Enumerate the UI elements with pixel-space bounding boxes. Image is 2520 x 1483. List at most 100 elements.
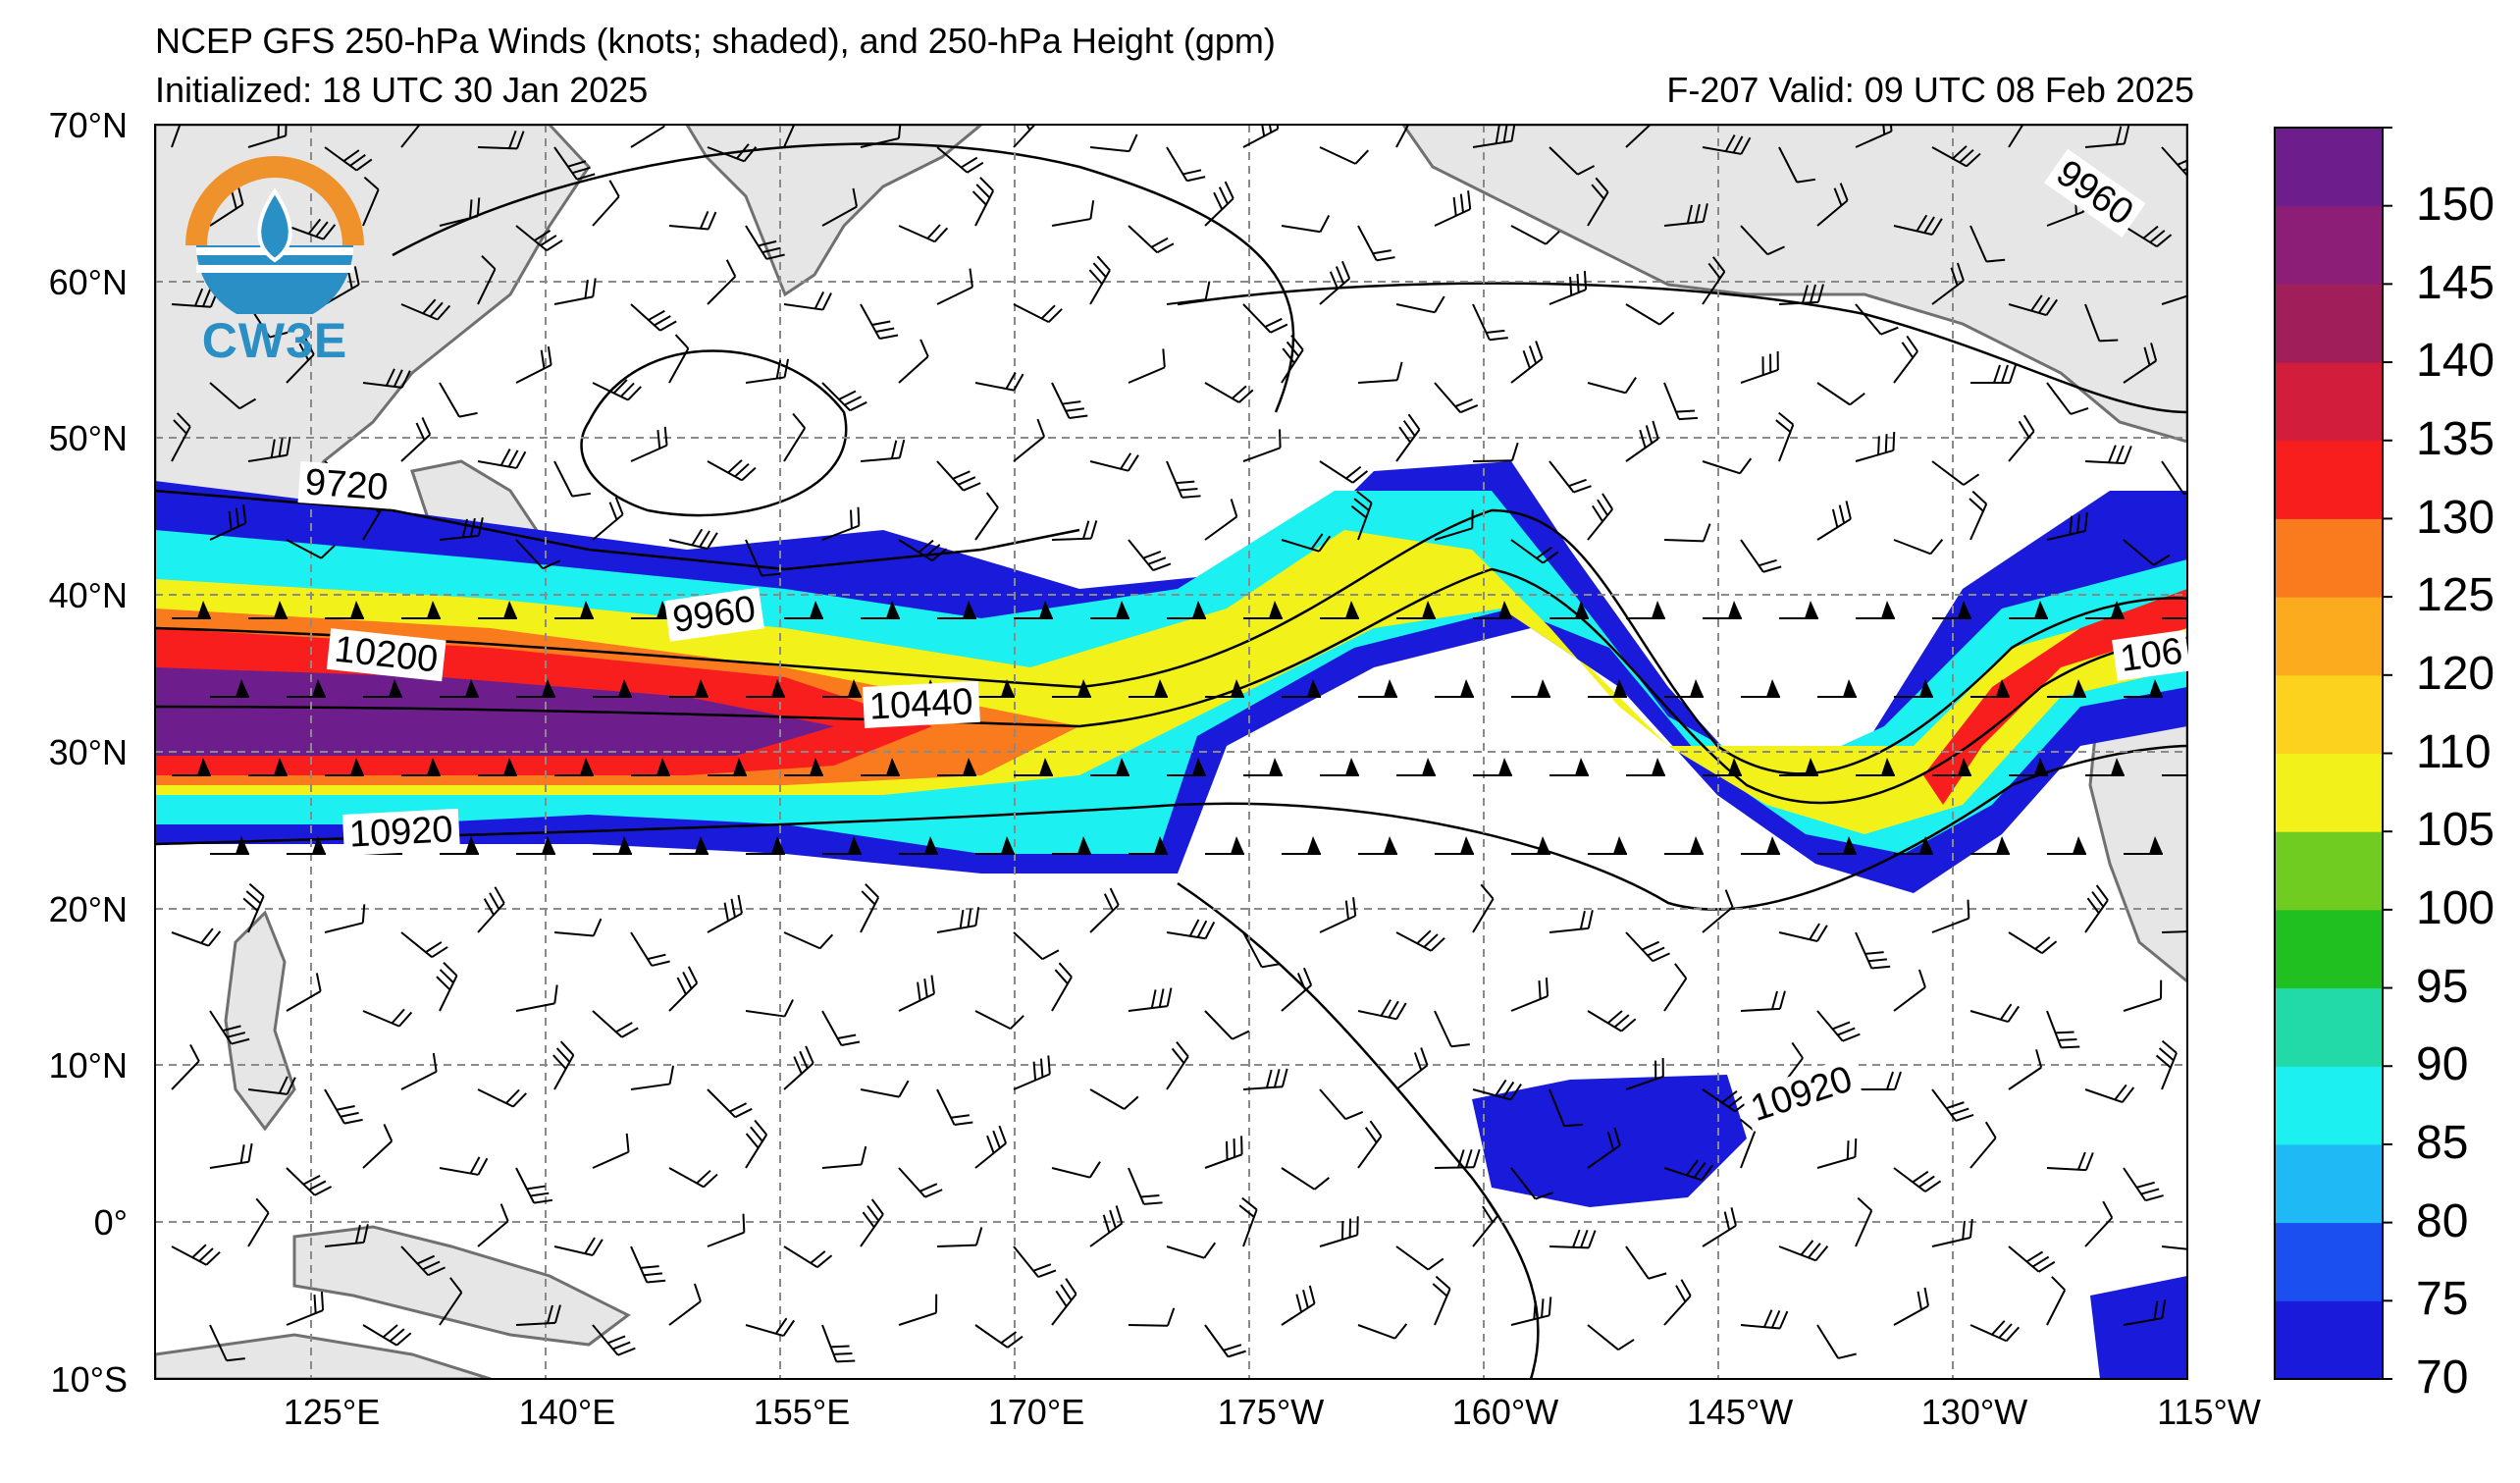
colorbar-swatch (2275, 674, 2383, 754)
wind-barb (1702, 1207, 1737, 1247)
wind-barb (1816, 1138, 1858, 1169)
wind-barb (707, 459, 757, 482)
wind-barb (1664, 836, 1704, 855)
wind-barb (1626, 601, 1665, 619)
wind-barb (515, 225, 563, 252)
wind-barb (1894, 836, 1933, 855)
wind-speed-colorbar (2274, 127, 2392, 1380)
wind-barb (593, 679, 632, 698)
wind-barb (1779, 601, 1818, 619)
wind-barb (1013, 125, 1042, 148)
wind-barb (247, 1197, 270, 1247)
contour-label-9720: 9720 (297, 461, 395, 509)
lat-label-20n: 20°N (48, 889, 128, 929)
colorbar-swatch (2275, 1066, 2383, 1145)
wind-barb (1969, 490, 1988, 541)
lat-label-40n: 40°N (48, 575, 128, 615)
wind-barb (515, 984, 558, 1012)
wind-barb (1779, 758, 1818, 776)
wind-barb (1282, 679, 1321, 698)
wind-barb (171, 412, 191, 462)
wind-barb (1472, 1079, 1522, 1101)
cw3e-logo: CW3E (177, 137, 373, 373)
wind-barb (2124, 679, 2163, 698)
wind-barb (2123, 1167, 2164, 1202)
southeast-band-70 (2090, 1276, 2187, 1379)
wind-barb (2085, 601, 2125, 619)
wind-barb (1166, 1242, 1217, 1259)
australia-landmass (155, 1333, 492, 1379)
wind-barb (477, 449, 527, 469)
wind-barb (1625, 1057, 1664, 1090)
wind-barb (1932, 758, 1971, 776)
wind-barb (440, 679, 479, 698)
wind-barb (1434, 382, 1479, 414)
lon-label-140e: 140°E (518, 1392, 616, 1432)
wind-barb (1775, 411, 1795, 462)
colorbar-swatch (2275, 205, 2383, 285)
colorbar-label-125: 125 (2416, 569, 2495, 621)
wind-barb (1013, 418, 1046, 462)
colorbar-label-150: 150 (2416, 179, 2495, 231)
wind-barb (2123, 980, 2163, 1012)
wind-barb (1778, 284, 1824, 305)
wind-barb (248, 758, 288, 776)
wind-barb (1703, 601, 1742, 619)
wind-barb (1204, 499, 1238, 541)
wind-barb (668, 966, 699, 1012)
wind-barb (1969, 1121, 1997, 1169)
wind-barb (1510, 225, 1560, 245)
wind-barb (2124, 836, 2163, 855)
wind-barb (975, 836, 1015, 855)
wind-barb (1128, 1307, 1176, 1327)
wind-barb (1434, 1010, 1470, 1048)
wind-barb (1893, 1167, 1942, 1192)
wind-barb (325, 601, 364, 619)
wind-barb (1013, 931, 1060, 961)
wind-barb (1128, 987, 1173, 1012)
wind-barb (477, 1203, 509, 1247)
wind-barb (1357, 225, 1395, 262)
wind-barb (1511, 836, 1550, 855)
wind-barbs (171, 125, 2187, 1363)
wind-barb (783, 931, 834, 950)
wind-barb (1931, 460, 1980, 486)
wind-barb (783, 1045, 814, 1090)
wind-barb (707, 1088, 753, 1119)
wind-barb (821, 1010, 861, 1046)
wind-barb (860, 303, 899, 340)
wind-barb (1281, 334, 1304, 384)
wind-barb (1358, 836, 1397, 855)
wind-barb (1089, 1205, 1124, 1247)
wind-barb (1238, 1196, 1258, 1247)
wind-barb (898, 539, 948, 562)
wind-barb (668, 210, 717, 231)
wind-barb (2084, 125, 2130, 148)
wind-barb (898, 1167, 943, 1198)
wind-barb (553, 460, 592, 498)
lat-lon-grid (155, 125, 2187, 1379)
map-frame (154, 124, 2188, 1380)
wind-barb (2162, 617, 2187, 619)
wind-barb (783, 291, 832, 311)
wind-barb (2085, 758, 2125, 776)
wind-barb (477, 130, 525, 150)
wind-barb (1663, 203, 1708, 227)
wind-barb (401, 601, 441, 619)
wind-barb (1702, 134, 1752, 155)
wind-barb (2046, 1010, 2080, 1049)
wind-barb (1970, 836, 2010, 855)
wind-barb (2046, 512, 2088, 541)
lat-label-0: 0° (93, 1202, 128, 1243)
wind-barb (1741, 836, 1780, 855)
wind-barb (1510, 539, 1559, 564)
wind-barb (478, 758, 517, 776)
wind-barb (1357, 361, 1403, 384)
logo-label: CW3E (201, 313, 348, 368)
wind-barb (1357, 1120, 1383, 1169)
wind-barb (1357, 999, 1407, 1021)
lon-label-155e: 155°E (753, 1392, 851, 1432)
wind-barb (668, 1283, 702, 1326)
wind-barb (2084, 884, 2109, 933)
